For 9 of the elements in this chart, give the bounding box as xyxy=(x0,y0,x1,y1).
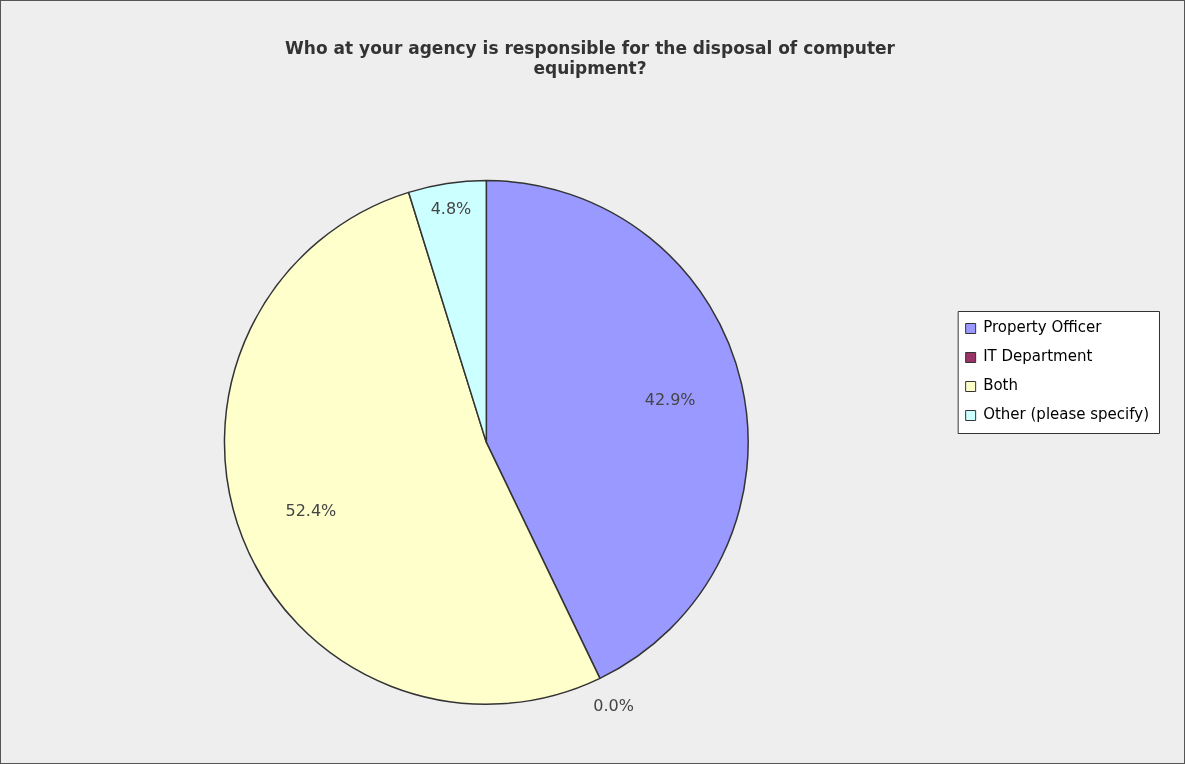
data-label: 52.4% xyxy=(285,500,337,520)
legend-label: Property Officer xyxy=(983,318,1103,337)
legend-label: Other (please specify) xyxy=(983,405,1149,424)
legend-label: Both xyxy=(983,376,1018,395)
data-label: 42.9% xyxy=(644,389,696,409)
data-label: 4.8% xyxy=(430,198,472,218)
legend-label: IT Department xyxy=(983,347,1093,366)
chart-title: Who at your agency is responsible for the disposal of computer equipment? xyxy=(285,37,896,79)
text: 0.0% xyxy=(593,695,634,715)
